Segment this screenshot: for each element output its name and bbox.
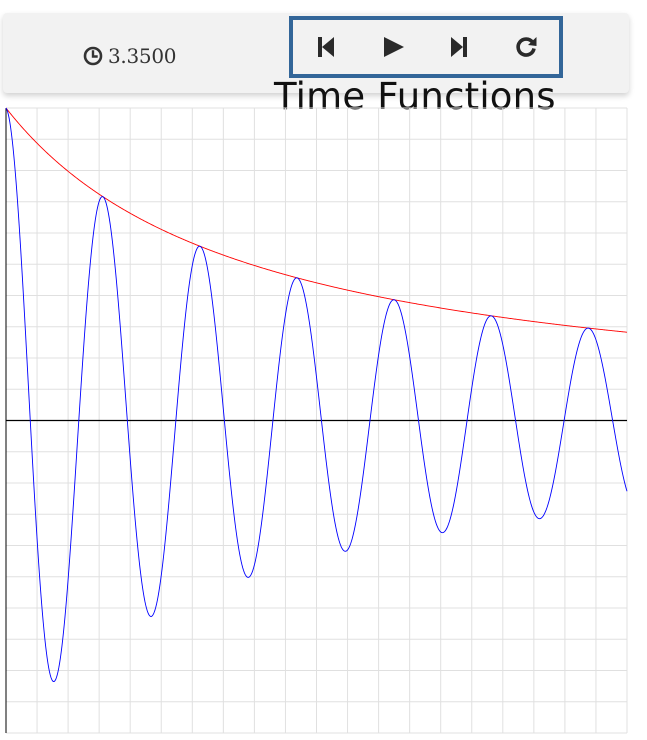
- time-functions-plot: [5, 107, 628, 734]
- time-display: 3.3500: [83, 44, 176, 68]
- play-icon: [381, 35, 405, 59]
- page-title: Time Functions: [274, 75, 556, 118]
- toolbar: 3.3500: [3, 13, 629, 93]
- clock-icon: [83, 46, 103, 66]
- skip-to-start-button[interactable]: [293, 20, 360, 74]
- redo-icon: [513, 34, 539, 60]
- skip-start-icon: [316, 35, 336, 59]
- step-forward-button[interactable]: [426, 20, 493, 74]
- step-forward-icon: [449, 35, 469, 59]
- envelope-series-line: [5, 107, 628, 333]
- reset-button[interactable]: [493, 20, 560, 74]
- playback-controls: [289, 16, 563, 78]
- play-button[interactable]: [360, 20, 427, 74]
- oscillation-series-line: [5, 107, 628, 682]
- time-value: 3.3500: [108, 44, 177, 68]
